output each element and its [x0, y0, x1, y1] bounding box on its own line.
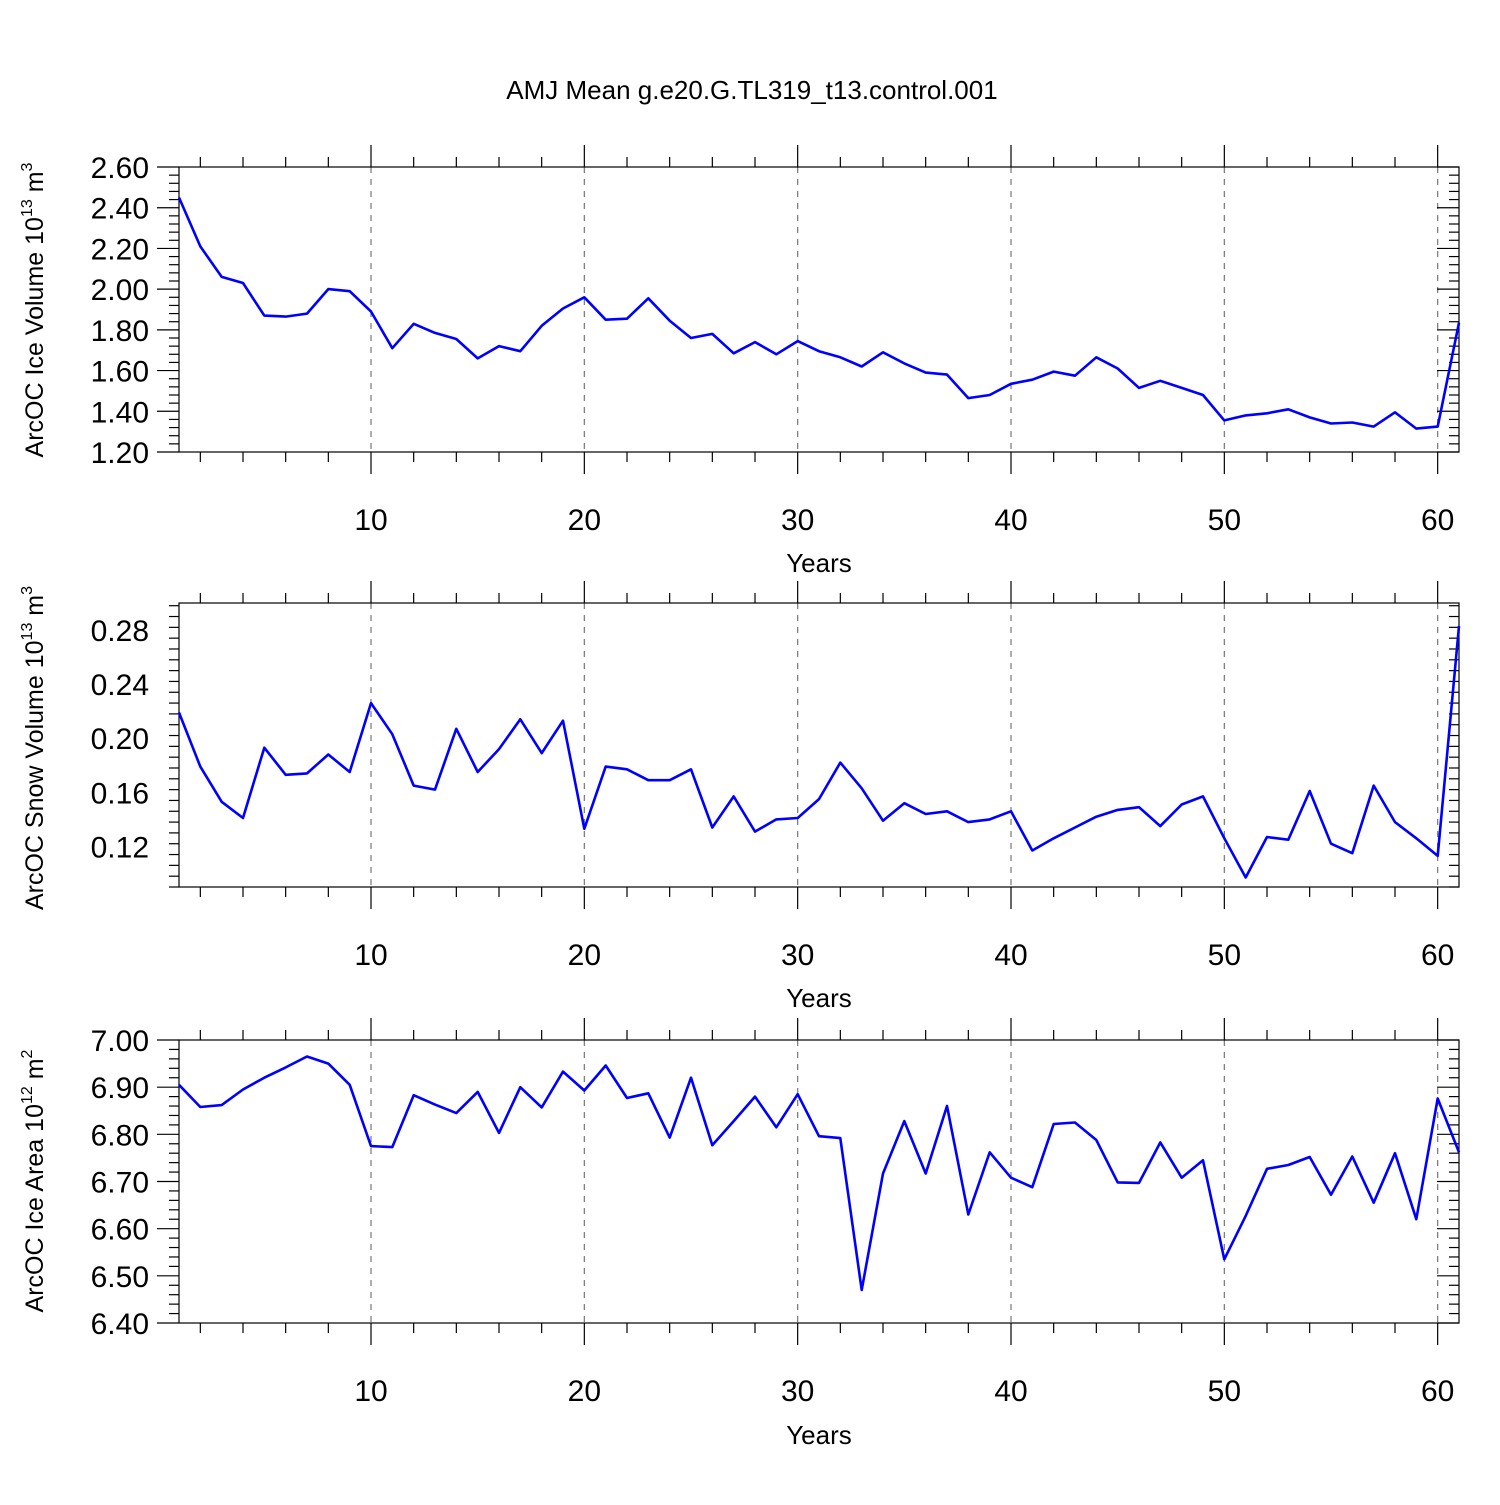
snow-volume-xtick-label: 60 [1421, 939, 1454, 972]
snow-volume-y-axis-title: ArcOC Snow Volume 1013 m3 [19, 586, 49, 910]
ice-area-ytick-label: 6.60 [91, 1214, 149, 1247]
ice-area-ytick-label: 6.70 [91, 1167, 149, 1200]
snow-volume-x-axis-title: Years [786, 983, 852, 1013]
ice-area-xtick-label: 10 [354, 1375, 387, 1408]
ice-volume-y-axis-title-unit: m [21, 171, 49, 199]
ice-volume-xtick-label: 10 [354, 504, 387, 537]
snow-volume-xtick-label: 20 [568, 939, 601, 972]
ice-area-y-axis-title-unit_exp: 2 [19, 1049, 36, 1058]
ice-area-ytick-label: 6.80 [91, 1119, 149, 1152]
ice-area-y-axis-title-exp: 12 [19, 1086, 36, 1104]
ice-volume-ytick-label: 1.40 [91, 396, 149, 429]
snow-volume-y-axis-title-exp: 13 [19, 623, 36, 641]
snow-volume-ytick-label: 0.16 [91, 777, 149, 810]
ice-volume-ytick-label: 2.60 [91, 152, 149, 185]
ice-area-x-axis-title: Years [786, 1420, 852, 1450]
ice-area-xtick-label: 30 [781, 1375, 814, 1408]
ice-volume-ytick-label: 1.80 [91, 315, 149, 348]
snow-volume-ytick-label: 0.24 [91, 669, 149, 702]
ice-volume-x-axis-title: Years [786, 548, 852, 578]
ice-volume-xtick-label: 30 [781, 504, 814, 537]
snow-volume-xtick-label: 50 [1208, 939, 1241, 972]
ice-volume-y-axis-title-main: ArcOC Ice Volume 10 [21, 217, 49, 457]
ice-area-y-axis-title-main: ArcOC Ice Area 10 [21, 1104, 49, 1312]
snow-volume-y-axis-title-main: ArcOC Snow Volume 10 [21, 640, 49, 910]
ice-volume-ytick-label: 2.40 [91, 193, 149, 226]
snow-volume-ytick-label: 0.12 [91, 831, 149, 864]
ice-area-ytick-label: 7.00 [91, 1025, 149, 1058]
ice-volume-xtick-label: 50 [1208, 504, 1241, 537]
ice-area-xtick-label: 60 [1421, 1375, 1454, 1408]
snow-volume-ytick-label: 0.20 [91, 723, 149, 756]
snow-volume-xtick-label: 30 [781, 939, 814, 972]
ice-volume-y-axis-title-exp: 13 [19, 199, 36, 217]
ice-area-y-axis-title: ArcOC Ice Area 1012 m2 [19, 1049, 49, 1312]
ice-area-xtick-label: 50 [1208, 1375, 1241, 1408]
ice-area-ytick-label: 6.40 [91, 1308, 149, 1341]
snow-volume-y-axis-title-unit_exp: 3 [19, 586, 36, 595]
snow-volume-xtick-label: 40 [994, 939, 1027, 972]
ice-volume-xtick-label: 40 [994, 504, 1027, 537]
ice-volume-y-axis-title: ArcOC Ice Volume 1013 m3 [19, 162, 49, 457]
snow-volume-xtick-label: 10 [354, 939, 387, 972]
figure-title: AMJ Mean g.e20.G.TL319_t13.control.001 [506, 75, 997, 105]
ice-area-y-axis-title-unit: m [21, 1058, 49, 1086]
snow-volume-ytick-label: 0.28 [91, 615, 149, 648]
snow-volume-y-axis-title-unit: m [21, 595, 49, 623]
ice-area-ytick-label: 6.90 [91, 1072, 149, 1105]
ice-area-xtick-label: 20 [568, 1375, 601, 1408]
ice-volume-ytick-label: 2.20 [91, 233, 149, 266]
ice-volume-ytick-label: 1.20 [91, 437, 149, 470]
ice-area-xtick-label: 40 [994, 1375, 1027, 1408]
ice-area-ytick-label: 6.50 [91, 1261, 149, 1294]
ice-volume-xtick-label: 60 [1421, 504, 1454, 537]
ice-volume-ytick-label: 2.00 [91, 274, 149, 307]
ice-volume-ytick-label: 1.60 [91, 356, 149, 389]
ice-volume-y-axis-title-unit_exp: 3 [19, 162, 36, 171]
ice-volume-xtick-label: 20 [568, 504, 601, 537]
